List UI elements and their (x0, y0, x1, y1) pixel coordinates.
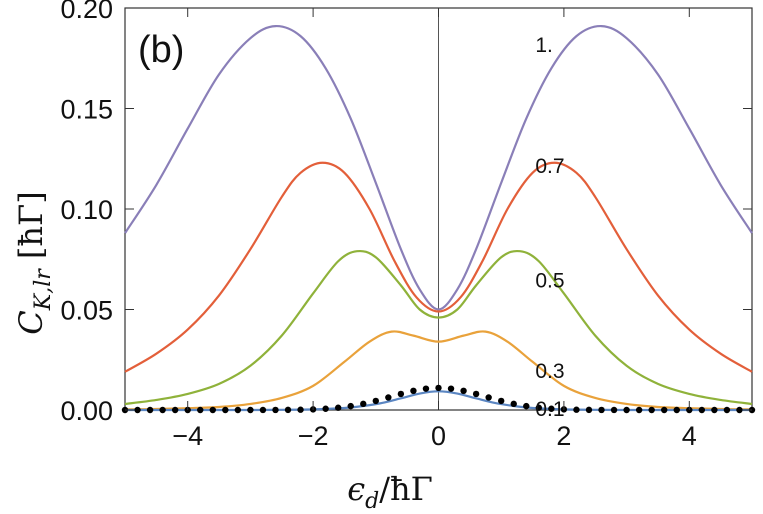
y-tick-label: 0.15 (60, 95, 113, 125)
panel-label: (b) (138, 29, 184, 71)
dot-point (673, 406, 680, 414)
dot-point (623, 406, 630, 414)
series-line-0.7 (124, 161, 753, 373)
dot-point (410, 387, 417, 395)
x-axis-label: ϵd/ħΓ (347, 470, 433, 514)
dot-point (661, 406, 668, 414)
dot-point (234, 406, 242, 414)
dot-point (134, 406, 141, 414)
dot-point (372, 397, 379, 405)
x-axis-title: ϵd/ħΓ (347, 470, 433, 514)
x-tick-label: −2 (298, 421, 329, 451)
dot-point (535, 404, 543, 411)
x-tick-label: 0 (431, 421, 446, 451)
dot-point (171, 406, 179, 414)
curve-label: 0.5 (535, 269, 564, 292)
dot-point (422, 385, 430, 392)
y-tick-label: 0.10 (60, 195, 113, 225)
x-tick-label: −4 (172, 421, 203, 451)
dot-point (360, 400, 367, 408)
dot-point (222, 406, 229, 414)
curve-labels: 1. 0.7 0.5 0.3 0.1 (535, 34, 564, 421)
dot-point (523, 402, 530, 410)
dot-point (247, 406, 254, 414)
y-tick-label: 0.00 (60, 396, 113, 426)
curve-label: 0.3 (535, 360, 564, 383)
dot-point (510, 400, 517, 408)
dot-point (385, 394, 392, 401)
dot-point (485, 394, 492, 401)
dot-point (297, 406, 304, 413)
dot-point (598, 406, 605, 414)
x-tick-label: 2 (556, 421, 571, 451)
dot-point (736, 406, 743, 414)
dot-point (272, 406, 279, 414)
y-axis-title: CK,lr [ħΓ] (12, 191, 56, 334)
dot-point (334, 404, 342, 411)
series-line-0.5 (124, 249, 753, 406)
dot-point (259, 406, 267, 414)
dotted-series (121, 384, 756, 414)
dot-point (610, 406, 618, 414)
dot-point (585, 406, 593, 414)
dot-point (146, 406, 154, 414)
dot-point (460, 387, 467, 395)
dot-point (648, 406, 655, 414)
dot-point (472, 390, 480, 398)
dot-point (209, 406, 216, 414)
dot-point (447, 385, 455, 392)
y-axis-label: CK,lr [ħΓ] (12, 191, 56, 334)
dot-point (498, 397, 505, 405)
dot-point (635, 406, 643, 414)
x-axis: −4 −2 0 2 4 (172, 8, 697, 451)
series-line-1. (124, 24, 753, 311)
x-tick-label: 4 (682, 421, 697, 451)
series-line-0.3 (124, 330, 753, 411)
dot-point (397, 390, 405, 398)
plot-frame (124, 7, 753, 411)
dot-point (197, 406, 204, 414)
y-axis: 0.00 0.05 0.10 0.15 0.20 (60, 0, 752, 426)
curve-label: 0.7 (535, 155, 564, 178)
dot-point (711, 406, 718, 414)
dot-point (284, 406, 292, 414)
dot-point (347, 402, 354, 410)
dot-point (322, 405, 329, 412)
y-tick-label: 0.05 (60, 296, 113, 326)
dot-point (723, 406, 731, 414)
dot-point (435, 384, 442, 392)
y-tick-label: 0.20 (60, 0, 113, 24)
dot-point (548, 405, 555, 412)
curve-label: 0.1 (535, 398, 564, 421)
dot-point (573, 406, 580, 413)
curve-label: 1. (535, 34, 553, 57)
dot-point (159, 406, 166, 414)
dot-point (698, 406, 706, 414)
